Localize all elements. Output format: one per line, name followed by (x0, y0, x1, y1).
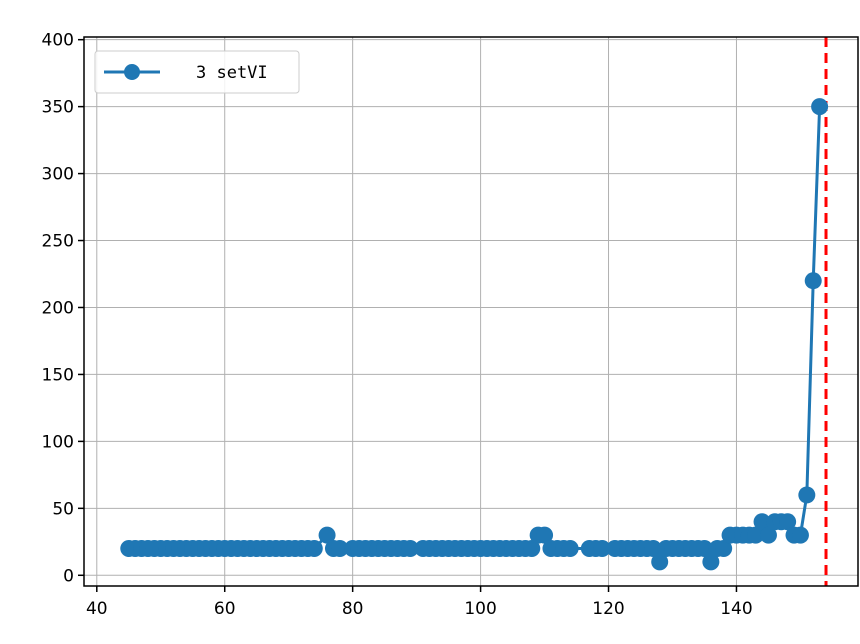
y-tick-label: 400 (42, 31, 74, 51)
grid-layer (84, 37, 858, 586)
data-point (401, 540, 419, 558)
plot-frame (83, 36, 859, 587)
data-point (804, 272, 822, 290)
y-tick-label: 50 (52, 499, 74, 519)
data-point (651, 553, 669, 571)
y-tick-label: 300 (42, 165, 74, 185)
data-point (798, 486, 816, 504)
legend-series-label: 3 setVI (196, 63, 268, 83)
x-tick-label: 120 (592, 599, 624, 619)
y-tick-label: 150 (42, 365, 74, 385)
data-point (702, 553, 720, 571)
x-tick-label: 80 (342, 599, 364, 619)
series-layer (120, 98, 829, 571)
data-point (715, 540, 733, 558)
y-tick-label: 250 (42, 232, 74, 252)
x-tick-label: 140 (720, 599, 752, 619)
data-point (791, 526, 809, 544)
data-point (561, 540, 579, 558)
data-point (747, 526, 765, 544)
series-line (128, 106, 822, 564)
data-point (536, 526, 554, 544)
x-tick-label: 100 (464, 599, 496, 619)
y-tick-label: 200 (42, 298, 74, 318)
y-tick-label: 350 (42, 98, 74, 118)
data-point (593, 540, 611, 558)
x-tick-label: 60 (214, 599, 236, 619)
x-tick-label: 40 (86, 599, 108, 619)
data-point (305, 540, 323, 558)
data-point (811, 98, 829, 116)
legend-series-marker (124, 64, 140, 80)
data-point (331, 540, 349, 558)
legend-box (94, 50, 300, 94)
data-point (753, 513, 771, 531)
data-point (759, 526, 777, 544)
data-point (644, 540, 662, 558)
y-tick-label: 0 (63, 566, 74, 586)
y-tick-label: 100 (42, 432, 74, 452)
data-point (523, 540, 541, 558)
axes-layer: 40 60 80 100 120 140 0 50 100 150 200 250 300 350 400 (42, 31, 859, 619)
legend: 3 setVI (94, 50, 300, 94)
data-point (695, 540, 713, 558)
data-point (318, 526, 336, 544)
data-point (779, 513, 797, 531)
